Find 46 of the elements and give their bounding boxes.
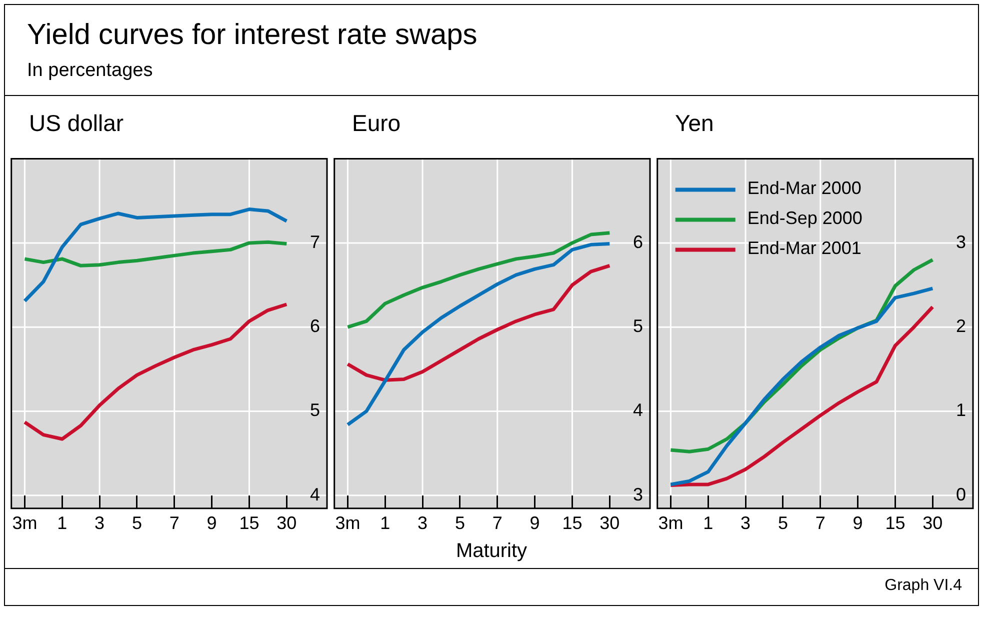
legend-label: End-Mar 2001 xyxy=(747,238,862,258)
x-tick-label: 15 xyxy=(239,513,260,534)
chart-title: Euro xyxy=(351,109,402,138)
x-tick-label: 30 xyxy=(922,513,943,534)
x-tick-label: 7 xyxy=(815,513,826,534)
x-tick-label: 5 xyxy=(778,513,788,534)
y-tick-label: 2 xyxy=(956,316,966,336)
y-tick-label: 5 xyxy=(310,400,320,420)
y-tick-label: 1 xyxy=(956,400,966,420)
text: Yield curves for interest rate swaps xyxy=(27,19,478,52)
x-tick-label: 3m xyxy=(12,513,38,534)
chart-title: Yen xyxy=(674,109,715,138)
y-tick-label: 4 xyxy=(310,484,320,504)
x-tick-label: 3 xyxy=(418,513,428,534)
x-tick-label: 5 xyxy=(132,513,142,534)
x-axis-title: Maturity xyxy=(454,540,528,564)
y-tick-label: 0 xyxy=(956,484,966,504)
x-tick-label: 5 xyxy=(454,513,465,534)
text: In percentages xyxy=(27,60,154,82)
x-tick-label: 1 xyxy=(380,513,390,534)
legend-label: End-Sep 2000 xyxy=(747,208,862,228)
x-tick-label: 30 xyxy=(276,513,297,534)
legend-label: End-Mar 2000 xyxy=(747,178,862,198)
x-tick-label: 3m xyxy=(658,513,684,534)
x-tick-label: 3 xyxy=(94,513,105,534)
x-tick-label: 9 xyxy=(530,513,540,534)
y-tick-label: 3 xyxy=(956,232,966,252)
y-tick-label: 6 xyxy=(310,316,320,336)
x-tick-label: 9 xyxy=(206,513,217,534)
y-tick-label: 6 xyxy=(632,232,644,252)
x-tick-label: 7 xyxy=(169,513,180,534)
x-tick-label: 15 xyxy=(885,513,906,534)
y-tick-label: 5 xyxy=(632,316,644,336)
y-tick-label: 4 xyxy=(632,400,644,420)
x-tick-label: 3m xyxy=(335,513,360,534)
x-tick-label: 1 xyxy=(57,513,68,534)
x-tick-label: 9 xyxy=(852,513,863,534)
x-tick-label: 15 xyxy=(562,513,582,534)
text: Graph VI.4 xyxy=(884,577,962,594)
x-tick-label: 1 xyxy=(703,513,714,534)
y-tick-label: 3 xyxy=(632,484,644,504)
y-tick-label: 7 xyxy=(310,232,320,252)
x-tick-label: 3 xyxy=(740,513,751,534)
chart-title: US dollar xyxy=(28,109,125,138)
x-tick-label: 30 xyxy=(600,513,620,534)
x-tick-label: 7 xyxy=(492,513,502,534)
